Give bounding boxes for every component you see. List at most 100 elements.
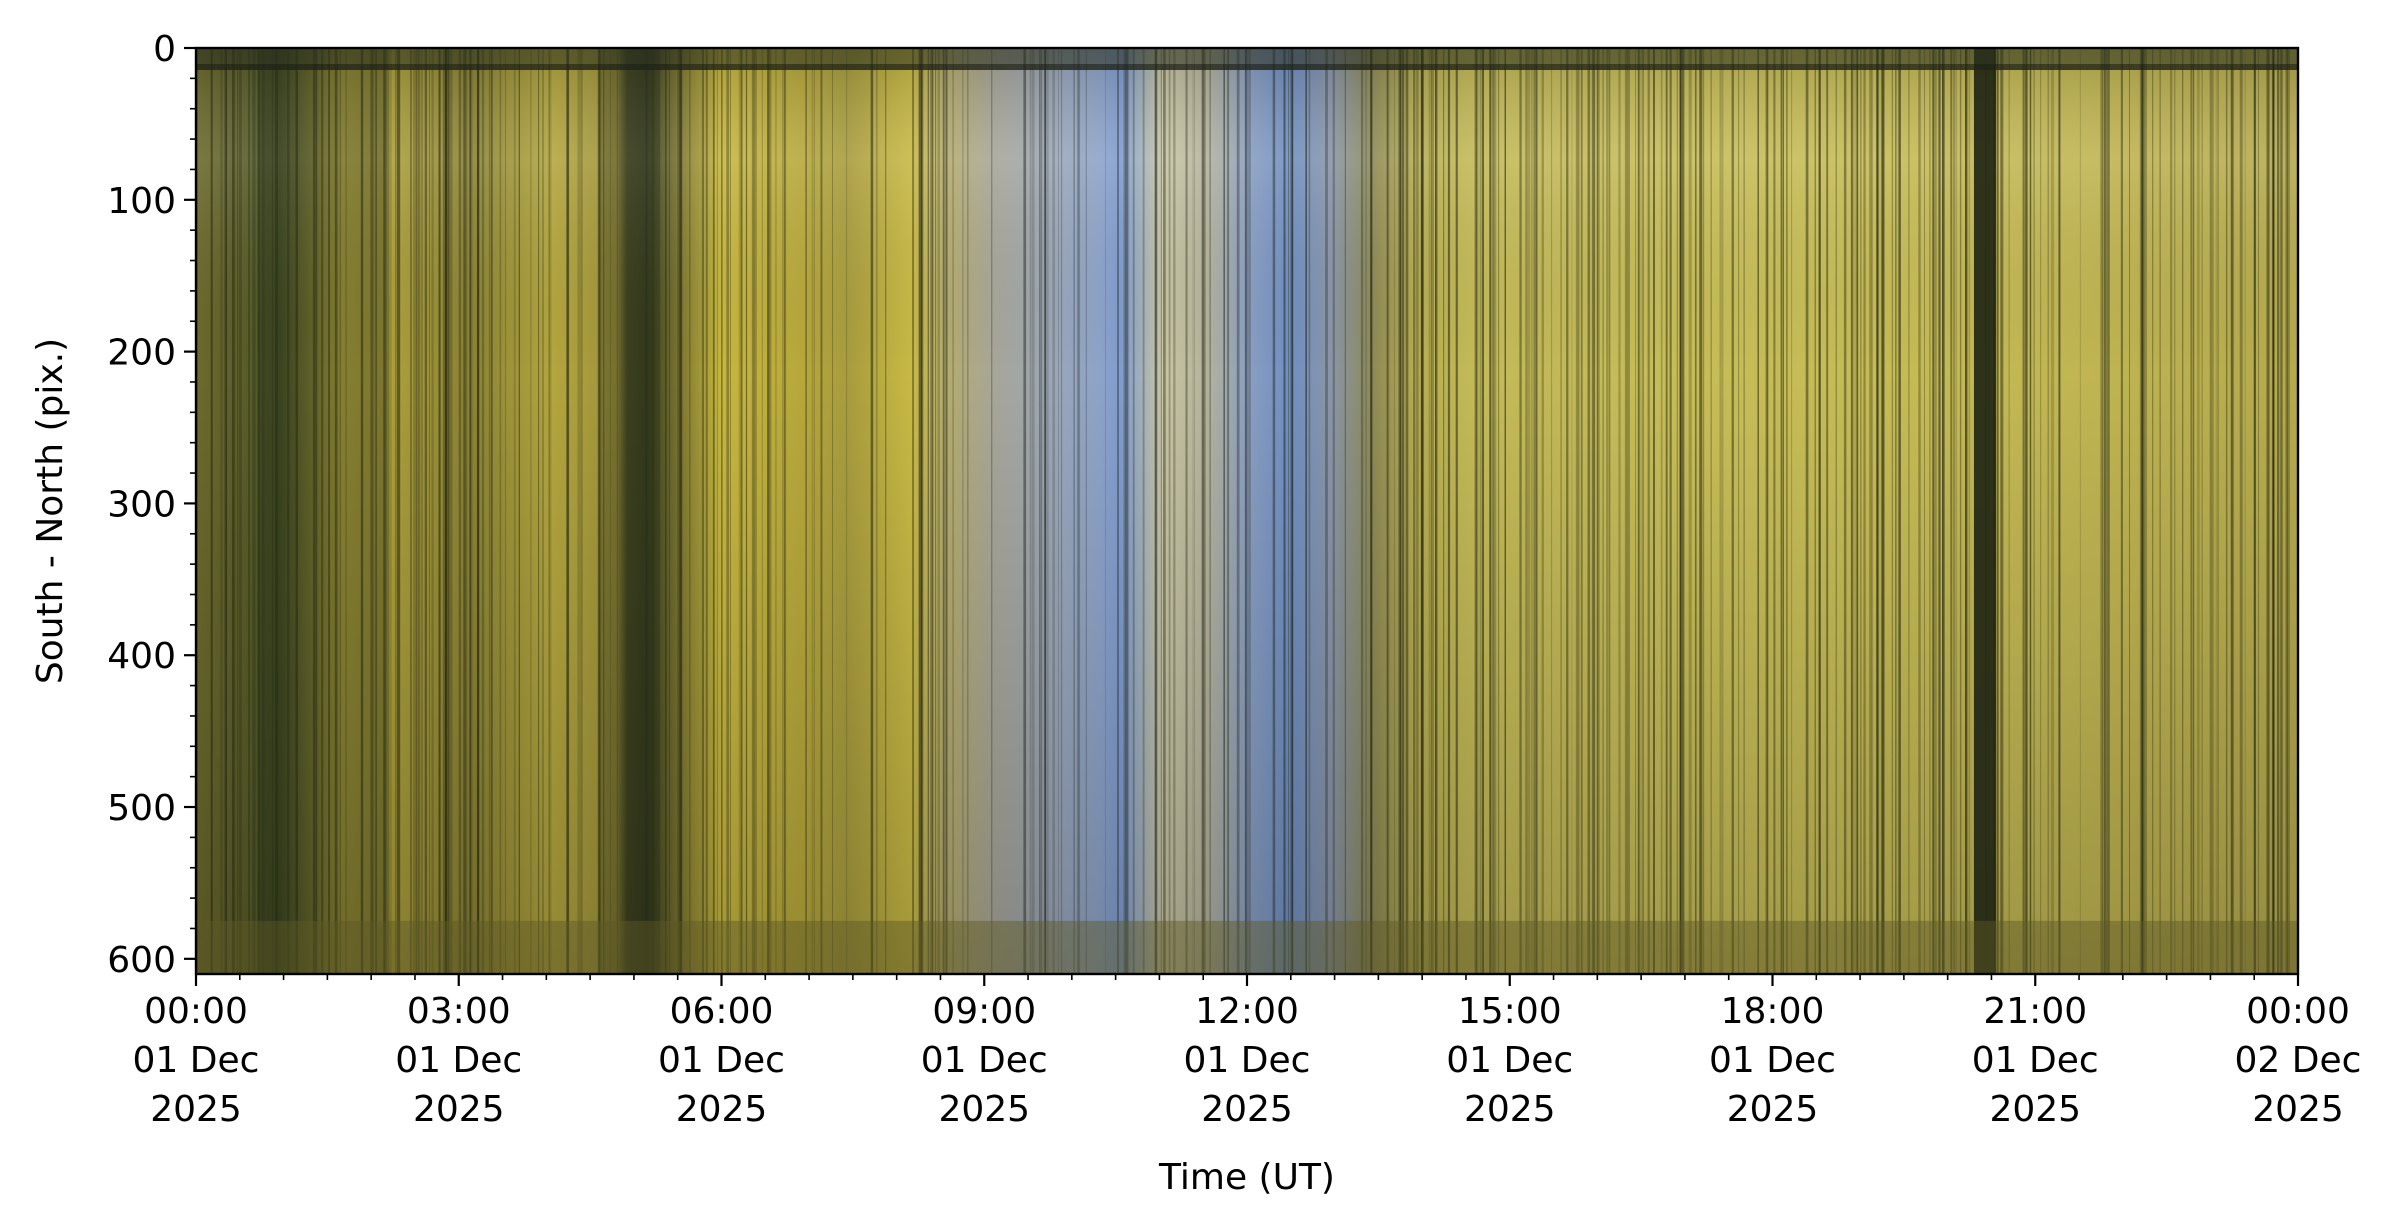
stripe (1478, 48, 1480, 974)
y-tick-label: 100 (107, 181, 176, 222)
stripe (677, 48, 680, 974)
stripe (1415, 48, 1417, 974)
stripe (2022, 48, 2026, 974)
stripe (2058, 48, 2061, 974)
stripe (1720, 48, 1724, 974)
stripe (530, 48, 532, 974)
stripe (1965, 48, 1967, 974)
stripe (321, 48, 324, 974)
stripe (1192, 48, 1194, 974)
stripe (2182, 48, 2184, 974)
stripe (706, 48, 708, 974)
stripe (1679, 48, 1682, 974)
stripe (705, 48, 707, 974)
stripe (1880, 48, 1884, 974)
stripe (1186, 48, 1188, 974)
stripe (1132, 48, 1135, 974)
stripe (1455, 48, 1458, 974)
stripe (1060, 48, 1063, 974)
stripe (2058, 48, 2060, 974)
stripe (397, 48, 398, 974)
stripe (1398, 48, 1401, 974)
stripe (1918, 48, 1921, 974)
stripe (2230, 48, 2233, 974)
stripe (717, 48, 718, 974)
stripe (417, 48, 421, 974)
stripe (2231, 48, 2234, 974)
stripe (754, 48, 757, 974)
stripe (316, 48, 318, 974)
x-tick-label: 02 Dec (2235, 1040, 2362, 1081)
stripe (921, 48, 924, 974)
stripe (1852, 48, 1855, 974)
stripe (820, 48, 823, 974)
stripe (397, 48, 401, 974)
stripe (1394, 48, 1395, 974)
stripe (424, 48, 427, 974)
stripe (542, 48, 544, 974)
stripe (1040, 48, 1042, 974)
stripe (1160, 48, 1162, 974)
stripe (721, 48, 723, 974)
stripe (1591, 48, 1593, 974)
x-tick-label: 2025 (1727, 1089, 1819, 1130)
stripe (1935, 48, 1937, 974)
stripe (1647, 48, 1650, 974)
stripe (1077, 48, 1080, 974)
stripe (919, 48, 923, 974)
stripe (1891, 48, 1893, 974)
stripe (1642, 48, 1644, 974)
stripe (1959, 48, 1962, 974)
stripe (1908, 48, 1910, 974)
stripe (870, 48, 874, 974)
stripe (745, 48, 748, 974)
stripe (1432, 48, 1434, 974)
stripe (449, 48, 453, 974)
stripe (1306, 48, 1307, 974)
stripe (1826, 48, 1828, 974)
stripe (458, 48, 462, 974)
stripe (2266, 48, 2269, 974)
horizon-band (196, 920, 2298, 974)
keogram-image (196, 48, 2298, 974)
stripe (1618, 48, 1621, 974)
x-tick-label: 2025 (1201, 1089, 1293, 1130)
stripe (2239, 48, 2241, 974)
stripe (645, 48, 648, 974)
stripe (1587, 48, 1591, 974)
stripe (2040, 48, 2042, 974)
stripe (1123, 48, 1127, 974)
stripe (1447, 48, 1450, 974)
stripe (476, 48, 479, 974)
stripe (580, 48, 583, 974)
stripe (2170, 48, 2173, 974)
stripe (2047, 48, 2049, 974)
stripe (2209, 48, 2212, 974)
stripe (1850, 48, 1853, 974)
stripe (669, 48, 670, 974)
stripe (811, 48, 813, 974)
stripe (1897, 48, 1901, 974)
x-tick-label: 15:00 (1458, 991, 1562, 1032)
stripe (1127, 48, 1128, 974)
stripe (1835, 48, 1837, 974)
stripe (2193, 48, 2195, 974)
stripe (2100, 48, 2103, 974)
x-tick-label: 06:00 (670, 991, 774, 1032)
stripe (2029, 48, 2032, 974)
stripe (783, 48, 787, 974)
stripe (603, 48, 605, 974)
stripe (1482, 48, 1484, 974)
stripe (2144, 48, 2145, 974)
stripe (1227, 48, 1230, 974)
stripe (505, 48, 506, 974)
stripe (1143, 48, 1145, 974)
stripe (2033, 48, 2035, 974)
horizon-shade (196, 920, 2298, 974)
x-tick-label: 01 Dec (921, 1040, 1048, 1081)
stripe (1272, 48, 1276, 974)
x-tick-label: 2025 (150, 1089, 242, 1130)
stripe (374, 48, 377, 974)
x-tick-label: 01 Dec (1184, 1040, 1311, 1081)
stripe (1476, 48, 1478, 974)
